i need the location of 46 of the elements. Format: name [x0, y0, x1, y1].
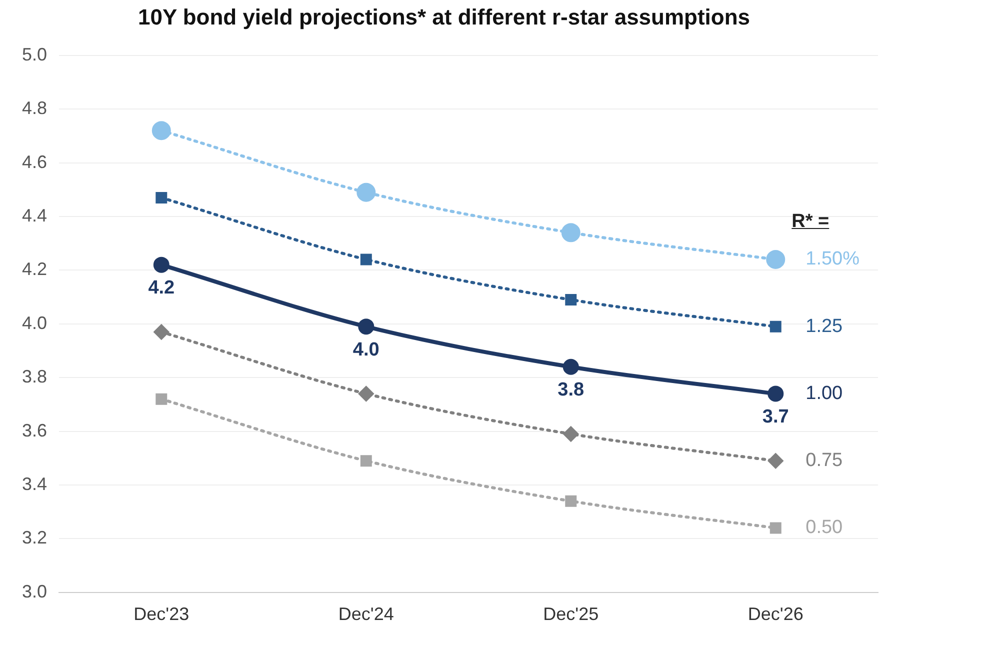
y-tick-label: 3.2 [22, 528, 48, 548]
point [358, 386, 374, 402]
point [766, 250, 786, 269]
y-tick-label: 3.4 [22, 474, 48, 494]
data-label: 3.8 [558, 380, 584, 401]
series-label: 1.50% [806, 248, 860, 270]
x-tick-label: Dec'23 [134, 604, 190, 624]
y-tick-label: 4.2 [22, 259, 48, 280]
legend-title: R* = [792, 211, 830, 234]
point [154, 324, 169, 340]
series-label: 0.75 [806, 450, 843, 472]
chart-title: 10Y bond yield projections* at different r-star assumptions [138, 4, 750, 30]
point [360, 455, 372, 467]
series-label: 1.00 [806, 382, 843, 404]
point [156, 393, 168, 405]
y-tick-label: 4.6 [22, 152, 48, 172]
point [770, 320, 782, 332]
point [770, 522, 782, 534]
y-tick-label: 4.4 [22, 205, 48, 226]
point [768, 453, 784, 468]
point [562, 358, 579, 375]
point [156, 192, 168, 204]
point [360, 254, 372, 266]
point [153, 256, 170, 273]
x-tick-label: Dec'24 [338, 604, 394, 624]
data-label: 4.2 [148, 278, 175, 299]
series-label: 1.25 [806, 316, 843, 337]
y-tick-label: 4.8 [22, 98, 48, 118]
data-label: 3.7 [762, 406, 789, 428]
y-tick-label: 3.0 [22, 581, 48, 602]
x-tick-label: Dec'25 [543, 604, 599, 624]
point [565, 495, 577, 507]
point [358, 318, 374, 335]
y-tick-label: 3.6 [22, 420, 48, 440]
y-tick-label: 4.0 [22, 312, 48, 333]
data-label: 4.0 [352, 339, 380, 360]
point [563, 426, 578, 442]
point [561, 223, 580, 242]
point [356, 182, 376, 202]
point [152, 121, 171, 140]
y-tick-label: 5.0 [22, 44, 48, 64]
x-tick-label: Dec'26 [748, 604, 804, 624]
y-tick-label: 3.8 [22, 366, 48, 387]
point [565, 294, 577, 306]
point [768, 386, 784, 402]
series-label: 0.50 [806, 517, 843, 538]
